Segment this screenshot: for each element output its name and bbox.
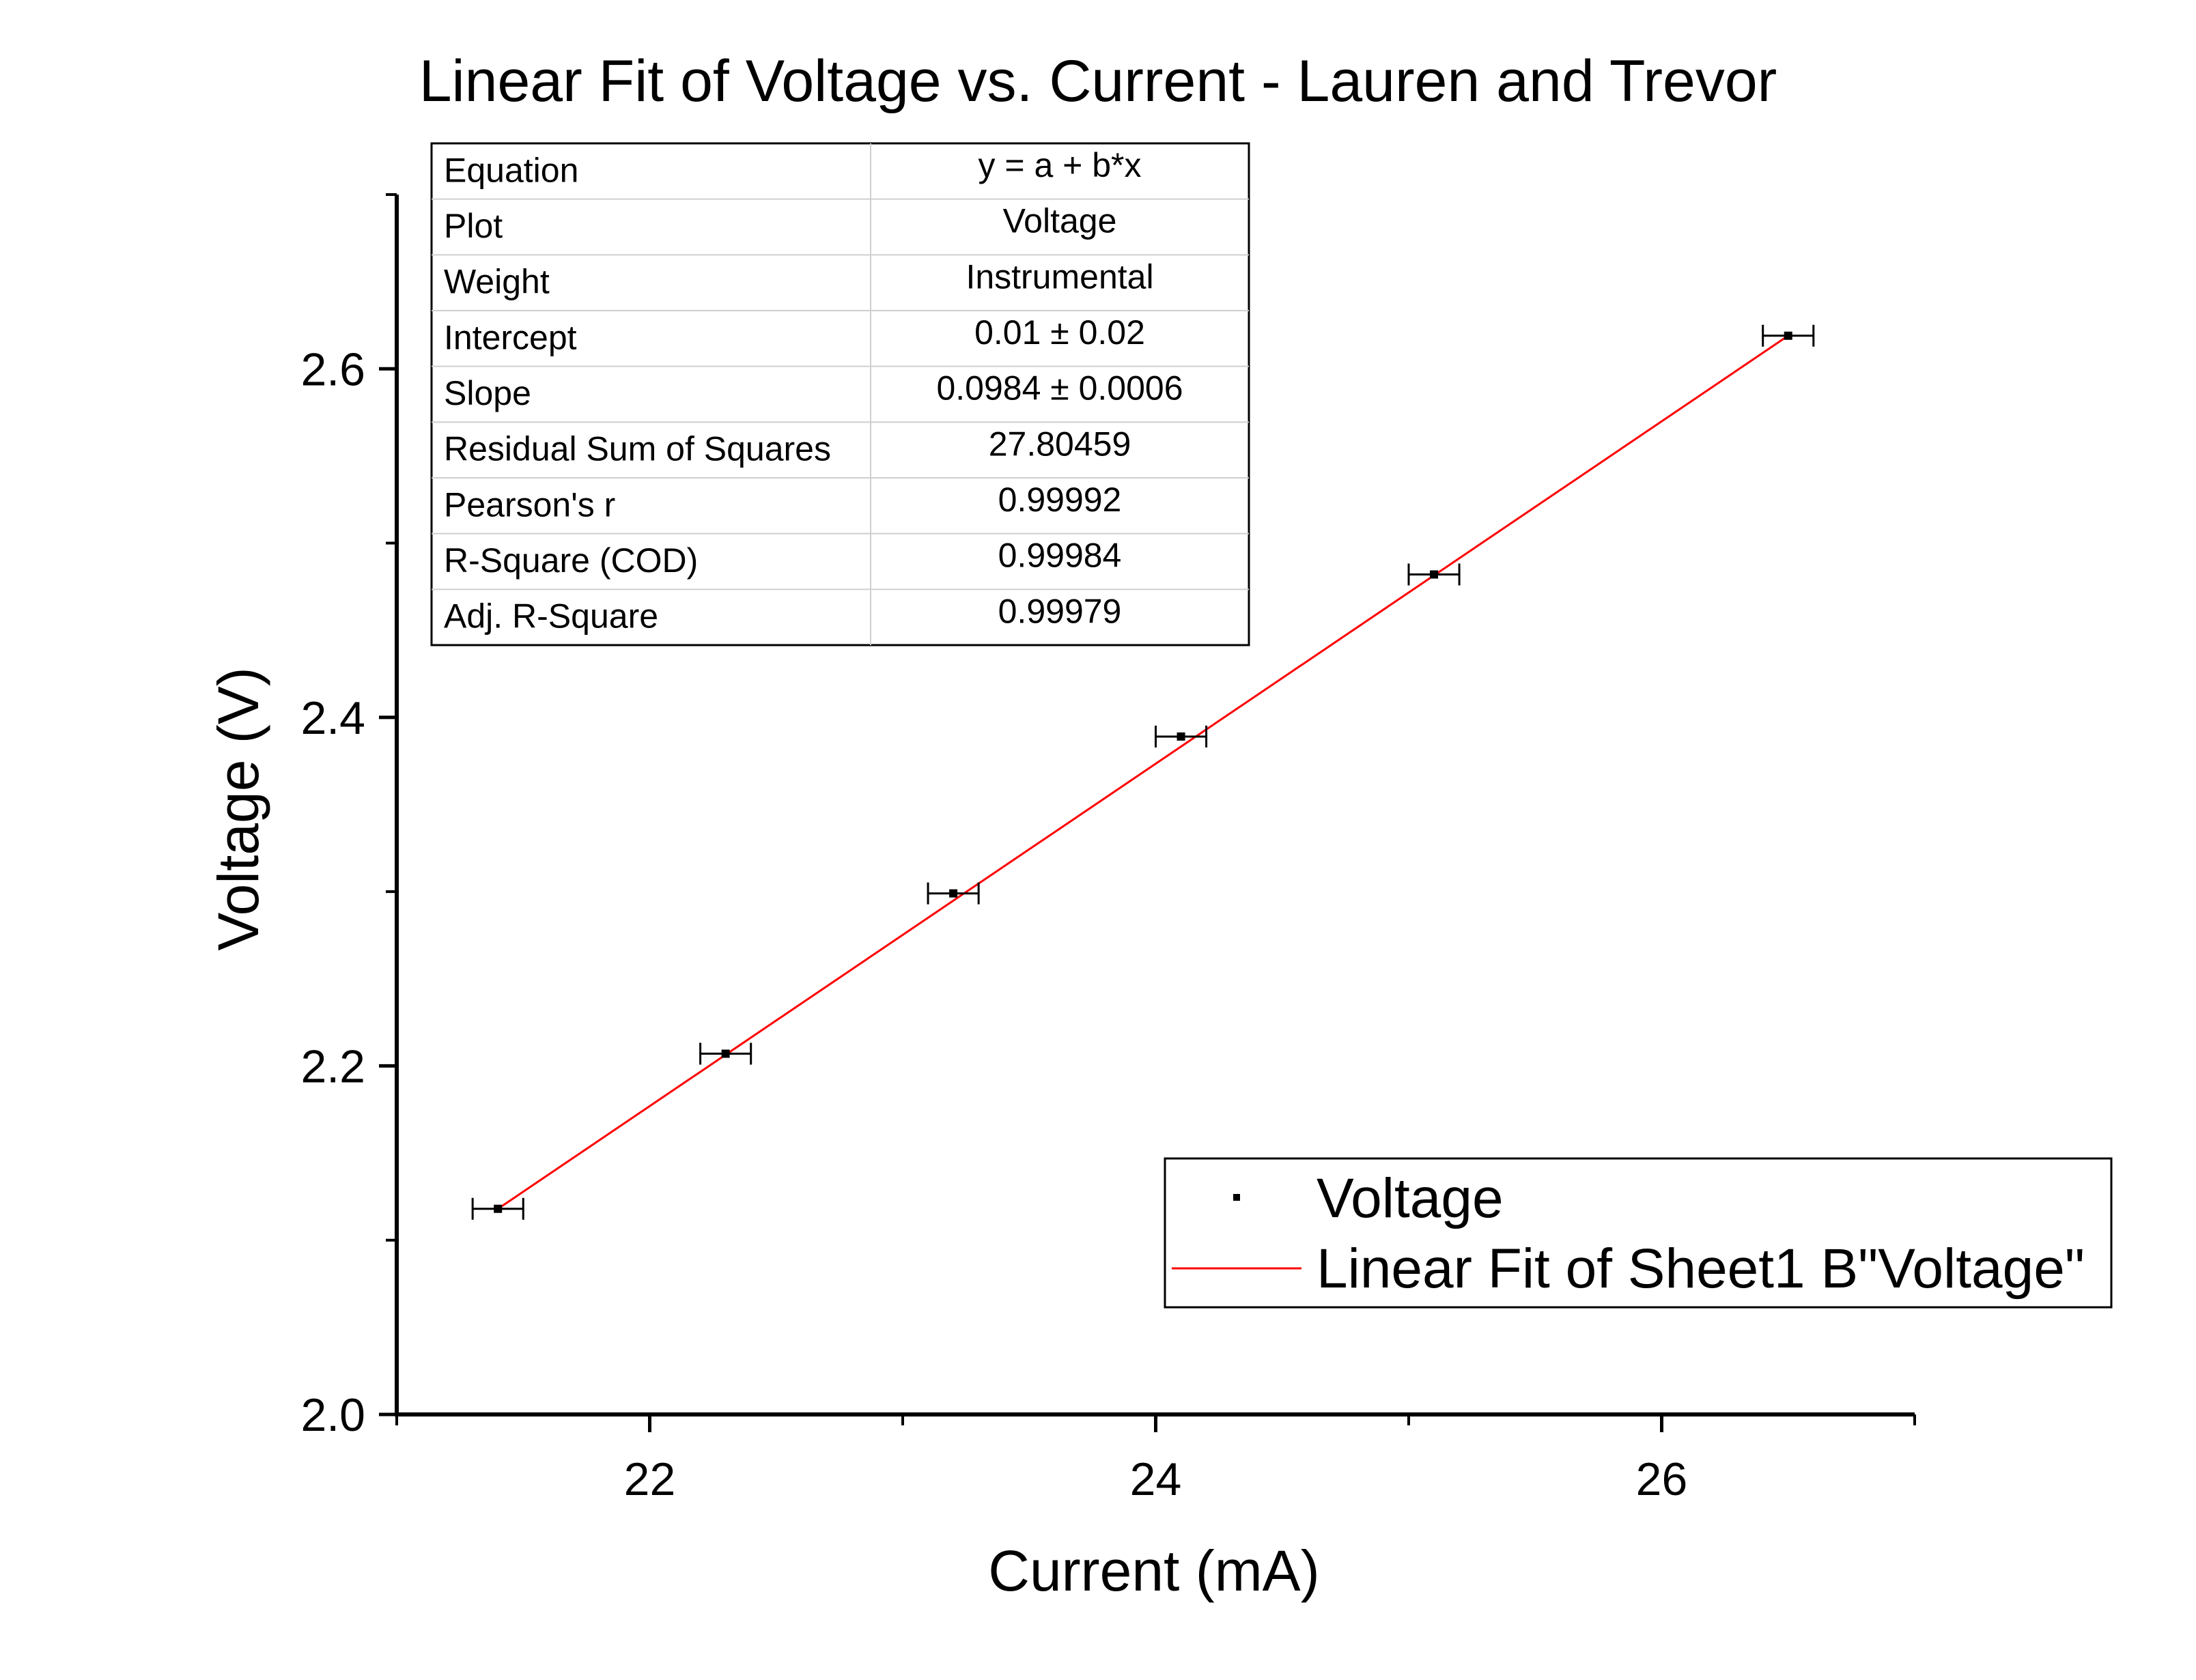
x-axis-ticks: 22 24 26 <box>395 1414 1916 1505</box>
fit-table-label: R-Square (COD) <box>444 541 698 580</box>
fit-table-label: Weight <box>444 263 550 301</box>
x-tick-label: 22 <box>624 1453 676 1505</box>
data-point <box>949 889 958 898</box>
fit-table-value: Voltage <box>1003 202 1117 240</box>
data-point <box>494 1204 503 1213</box>
fit-table-value: 0.99992 <box>998 481 1122 519</box>
data-points-layer <box>471 324 1815 1220</box>
legend-label-voltage: Voltage <box>1317 1167 1504 1229</box>
fit-table-value: 0.0984 ± 0.0006 <box>936 369 1183 408</box>
fit-results-table: Equation y = a + b*x Plot Voltage Weight Inst… <box>430 142 1250 646</box>
legend-border <box>1164 1157 2113 1309</box>
data-point <box>1430 570 1439 579</box>
y-tick-label: 2.0 <box>300 1389 365 1441</box>
x-tick-label: 26 <box>1636 1453 1688 1505</box>
y-tick-label: 2.6 <box>300 343 365 395</box>
fit-table-label: Adj. R-Square <box>444 597 658 636</box>
y-tick-label: 2.4 <box>300 692 365 744</box>
fit-table-label: Slope <box>444 374 531 412</box>
y-axis-ticks: 2.0 2.2 2.4 2.6 <box>300 193 397 1441</box>
fit-table-value: 0.99984 <box>998 537 1122 575</box>
fit-table-label: Intercept <box>444 318 577 356</box>
data-point <box>1784 331 1792 340</box>
x-tick-label: 24 <box>1130 1453 1182 1505</box>
fit-table-value: 27.80459 <box>989 425 1131 463</box>
fit-table-label: Residual Sum of Squares <box>444 430 831 468</box>
fit-line-layer <box>497 334 1789 1210</box>
x-axis-title: Current (mA) <box>988 1539 1319 1603</box>
fit-table-border <box>430 142 1250 646</box>
fit-line <box>497 334 1789 1210</box>
y-tick-label: 2.2 <box>300 1040 365 1092</box>
fit-table-label: Equation <box>444 151 578 189</box>
data-point <box>721 1049 730 1058</box>
fit-table-label: Pearson's r <box>444 485 615 524</box>
legend-label-fit: Linear Fit of Sheet1 B"Voltage" <box>1317 1238 2085 1300</box>
legend-marker-voltage <box>1233 1194 1240 1201</box>
data-point <box>1177 732 1185 741</box>
fit-table-value: Instrumental <box>966 257 1153 296</box>
chart-title: Linear Fit of Voltage vs. Current - Laur… <box>419 48 1777 114</box>
fit-table-label: Plot <box>444 207 503 245</box>
fit-table-value: 0.01 ± 0.02 <box>974 313 1145 352</box>
fit-table-value: 0.99979 <box>998 592 1122 630</box>
fit-table-value: y = a + b*x <box>978 146 1141 184</box>
legend: Voltage Linear Fit of Sheet1 B"Voltage" <box>1164 1157 2113 1309</box>
y-axis-title: Voltage (V) <box>206 667 270 951</box>
